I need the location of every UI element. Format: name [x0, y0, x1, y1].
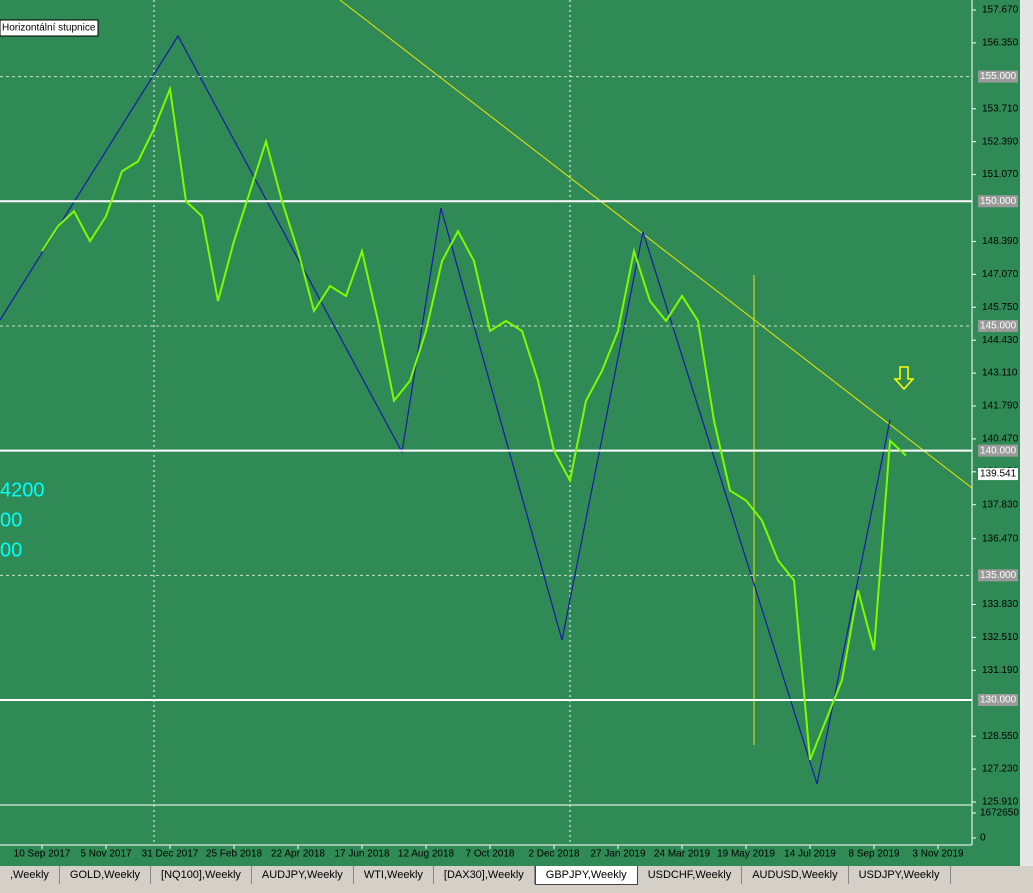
tab[interactable]: WTI,Weekly [353, 866, 434, 884]
y-tick-label: 136.470 [982, 533, 1019, 544]
tab[interactable]: GBPJPY,Weekly [534, 866, 638, 885]
tab[interactable]: [NQ100],Weekly [151, 866, 252, 884]
y-tick-label: 148.390 [982, 236, 1019, 247]
trend-line [339, 0, 973, 489]
tab[interactable]: AUDJPY,Weekly [251, 866, 354, 884]
x-tick-label: 7 Oct 2018 [466, 849, 515, 860]
level-label: 155.000 [980, 71, 1017, 82]
x-tick-label: 31 Dec 2017 [142, 849, 199, 860]
y-tick-label: 145.750 [982, 302, 1019, 313]
x-tick-label: 24 Mar 2019 [654, 849, 711, 860]
price-label: 139.541 [980, 469, 1017, 480]
tab-bar: ,Weekly GOLD,Weekly [NQ100],Weekly AUDJPY,W… [0, 866, 975, 886]
y-tick-label: 143.110 [982, 368, 1018, 379]
tab[interactable]: AUDUSD,Weekly [742, 866, 849, 884]
x-tick-label: 14 Jul 2019 [784, 849, 836, 860]
y-tick-label: 137.830 [982, 499, 1019, 510]
volume-tick-label: 1672650 [980, 808, 1019, 819]
zigzag [0, 34, 891, 785]
level-label: 150.000 [980, 196, 1017, 207]
y-tick-label: 127.230 [982, 764, 1019, 775]
level-label: 130.000 [980, 695, 1017, 706]
x-tick-label: 10 Sep 2017 [14, 849, 71, 860]
y-tick-label: 131.190 [982, 665, 1019, 676]
level-label: 140.000 [980, 445, 1017, 456]
tab[interactable]: USDCHF,Weekly [637, 866, 743, 884]
tab[interactable]: [DAX30],Weekly [433, 866, 535, 884]
tab[interactable]: GOLD,Weekly [59, 866, 152, 884]
y-tick-label: 156.350 [982, 38, 1019, 49]
price-marker [978, 468, 1018, 481]
y-tick-label: 147.070 [982, 269, 1019, 280]
scrollbar[interactable] [1020, 0, 1033, 866]
price-line [41, 85, 907, 761]
indicator-text: 00 [0, 539, 22, 561]
signal-arrow [893, 366, 915, 391]
x-tick-label: 22 Apr 2018 [271, 849, 325, 860]
indicator-text: 00 [0, 509, 22, 531]
level-label-box [978, 319, 1018, 332]
x-tick-label: 19 May 2019 [717, 849, 775, 860]
volume-tick-label: 0 [980, 833, 986, 844]
x-tick-label: 2 Dec 2018 [528, 849, 580, 860]
date-axis [0, 845, 1020, 866]
y-tick-label: 152.390 [982, 136, 1019, 147]
x-tick-label: 5 Nov 2017 [80, 849, 132, 860]
x-tick-label: 8 Sep 2019 [848, 849, 900, 860]
y-tick-label: 151.070 [982, 169, 1019, 180]
scale-label: Horizontální stupnice [2, 23, 96, 34]
x-tick-label: 25 Feb 2018 [206, 849, 263, 860]
x-tick-label: 17 Jun 2018 [334, 849, 389, 860]
x-tick-label: 3 Nov 2019 [912, 849, 964, 860]
level-label: 145.000 [980, 321, 1017, 332]
scale-label-box [0, 19, 99, 37]
y-tick-label: 157.670 [982, 5, 1019, 16]
y-tick-label: 144.430 [982, 335, 1019, 346]
y-tick-label: 133.830 [982, 599, 1019, 610]
level-label-box [978, 195, 1018, 208]
x-tick-label: 27 Jan 2019 [590, 849, 645, 860]
level-label-box [978, 569, 1018, 582]
tab[interactable]: USDJPY,Weekly [848, 866, 951, 884]
y-tick-label: 153.710 [982, 103, 1019, 114]
background [0, 0, 1020, 866]
chart: Horizontální stupnice 4200 00 00 157.670… [0, 0, 1033, 866]
level-label-box [978, 70, 1018, 83]
y-tick-label: 141.790 [982, 401, 1019, 412]
y-tick-label: 125.910 [982, 797, 1019, 808]
level-label-box [978, 694, 1018, 707]
level-label: 135.000 [980, 570, 1017, 581]
tab[interactable]: ,Weekly [0, 866, 60, 884]
y-tick-label: 132.510 [982, 632, 1019, 643]
indicator-text: 4200 [0, 479, 45, 501]
x-tick-label: 12 Aug 2018 [398, 849, 455, 860]
y-tick-label: 140.470 [982, 434, 1019, 445]
y-tick-label: 128.550 [982, 731, 1019, 742]
level-label-box [978, 444, 1018, 457]
